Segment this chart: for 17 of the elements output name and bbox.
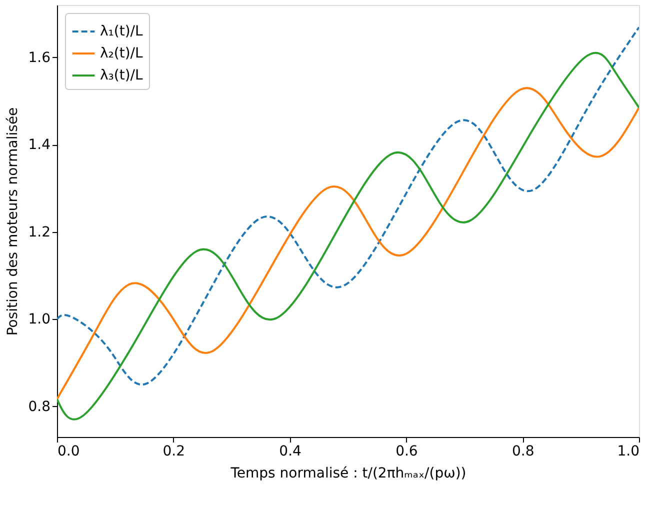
y-axis-title: Position des moteurs normalisée (5, 107, 22, 336)
x-tick-label: 0.6 (396, 444, 418, 460)
legend-label: λ₁(t)/L (100, 24, 144, 40)
x-axis-title: Temps normalisé : t/(2πhₘₐₓ/(pω)) (230, 466, 466, 482)
y-tick-label: 1.2 (28, 224, 50, 240)
x-tick-label: 1.0 (617, 444, 640, 460)
legend-label: λ₃(t)/L (100, 68, 144, 84)
y-tick-label: 1.0 (28, 312, 50, 328)
x-tick-label: 0.8 (512, 444, 534, 460)
x-tick-label: 0.0 (58, 444, 80, 460)
y-tick-label: 1.6 (28, 50, 51, 66)
y-tick-label: 1.4 (28, 137, 51, 154)
x-tick-label: 0.4 (279, 444, 302, 460)
legend-label: λ₂(t)/L (100, 46, 144, 62)
x-tick-label: 0.2 (162, 444, 186, 460)
line-series (57, 26, 639, 385)
y-tick-label: 0.8 (28, 398, 50, 415)
